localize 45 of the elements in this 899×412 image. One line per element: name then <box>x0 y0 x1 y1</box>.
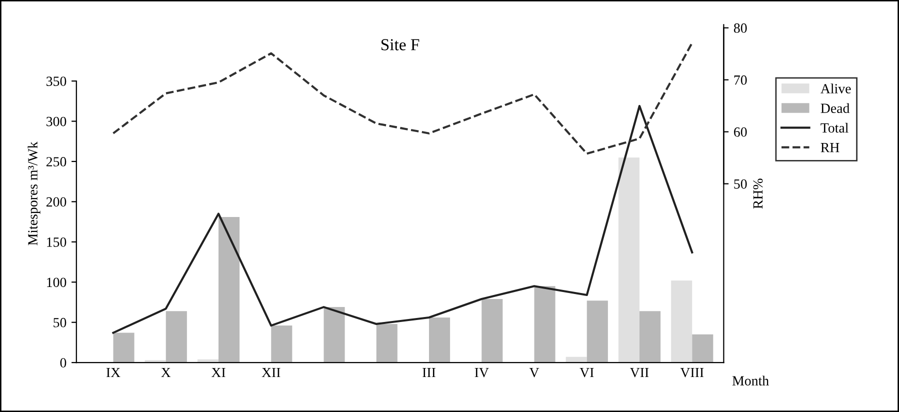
y-tick-label: 200 <box>46 197 66 207</box>
x-tick-label: IV <box>474 368 489 378</box>
bar <box>271 326 292 363</box>
x-tick-label: III <box>422 368 436 378</box>
legend-label: RH <box>820 143 840 152</box>
bar <box>586 300 608 363</box>
x-tick-label: XI <box>211 368 226 378</box>
bar <box>166 311 187 363</box>
y-tick-label: 100 <box>47 278 66 288</box>
text: Site F <box>381 39 420 50</box>
bar <box>671 280 692 363</box>
legend-label: Total <box>820 122 848 133</box>
bar <box>482 299 503 363</box>
bar <box>324 307 345 363</box>
bar <box>376 324 398 363</box>
legend-label: Dead <box>820 103 850 114</box>
y2-tick-label: 60 <box>734 127 747 137</box>
bar <box>113 332 134 363</box>
y2-tick-label: 70 <box>734 75 747 85</box>
y-tick-label: 50 <box>54 318 66 328</box>
x-axis-title: Month <box>732 376 769 386</box>
y-tick-label: 350 <box>46 76 66 86</box>
bar <box>534 286 556 363</box>
bar <box>618 157 640 363</box>
x-tick-label: VII <box>630 368 649 378</box>
legend-label: Alive <box>820 84 851 94</box>
bar <box>429 318 450 363</box>
x-tick-label: V <box>529 368 540 378</box>
y2-axis-title: RH% <box>753 178 763 209</box>
y-tick-label: 250 <box>46 157 66 166</box>
y-tick-label: 150 <box>47 237 66 247</box>
x-tick-label: X <box>161 368 171 378</box>
bar <box>639 311 661 363</box>
y2-tick-label: 50 <box>734 179 747 189</box>
x-tick-label: IX <box>106 368 120 378</box>
x-tick-label: VI <box>580 368 594 378</box>
y2-tick-label: 80 <box>734 23 747 33</box>
y-axis-title: Mitespores m³/Wk <box>28 142 40 246</box>
line-series <box>112 104 694 334</box>
x-tick-label: XII <box>262 368 280 378</box>
bar <box>692 334 714 363</box>
bar <box>218 216 240 363</box>
y-tick-label: 300 <box>46 116 66 126</box>
y-tick-label: 0 <box>60 358 66 368</box>
x-tick-label: VIII <box>680 368 704 378</box>
